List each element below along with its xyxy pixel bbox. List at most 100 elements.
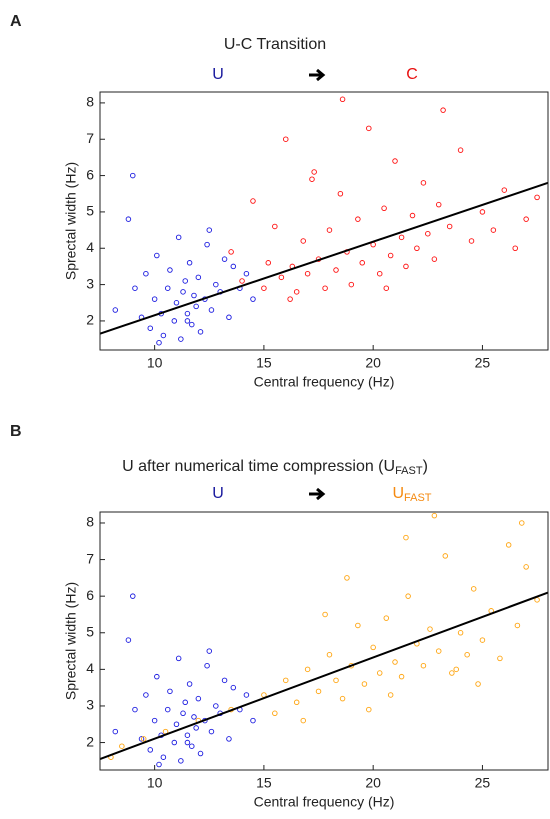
data-point xyxy=(138,736,145,742)
y-tick-label: 3 xyxy=(86,275,94,291)
data-point xyxy=(403,534,409,541)
data-point xyxy=(512,245,518,252)
data-point xyxy=(420,662,427,669)
data-point xyxy=(479,637,486,643)
data-point xyxy=(250,296,256,302)
y-tick-label: 2 xyxy=(86,312,94,328)
data-point xyxy=(143,692,149,698)
data-point xyxy=(147,325,154,331)
y-tick-label: 4 xyxy=(86,660,94,676)
data-point xyxy=(278,274,285,281)
data-point xyxy=(151,296,158,302)
data-point xyxy=(403,263,409,270)
plot-frame xyxy=(99,91,549,351)
data-point xyxy=(339,96,346,103)
data-point xyxy=(409,212,416,219)
data-point xyxy=(457,630,464,636)
data-point xyxy=(213,281,219,288)
data-point xyxy=(479,209,486,215)
data-point xyxy=(435,201,442,208)
data-point xyxy=(300,238,306,244)
x-tick-label: 20 xyxy=(365,355,381,371)
data-point xyxy=(283,136,289,142)
data-point xyxy=(130,593,136,599)
data-point xyxy=(125,637,132,643)
data-point xyxy=(322,285,328,291)
data-point xyxy=(112,307,119,313)
data-point xyxy=(315,688,322,695)
data-point xyxy=(366,706,372,713)
data-point xyxy=(293,289,300,295)
data-point xyxy=(355,216,361,222)
data-point xyxy=(333,267,339,273)
data-point xyxy=(160,332,167,339)
data-point xyxy=(431,512,438,519)
data-point xyxy=(501,187,508,193)
data-point xyxy=(398,234,405,241)
data-point xyxy=(449,670,455,676)
data-point xyxy=(221,677,228,684)
plot-frame xyxy=(99,511,549,771)
data-point xyxy=(287,296,293,302)
data-point xyxy=(182,278,188,284)
legend-name: U xyxy=(212,485,224,502)
data-point xyxy=(470,586,477,592)
data-point xyxy=(361,681,368,687)
data-point xyxy=(497,655,503,662)
data-point xyxy=(195,274,202,281)
data-point xyxy=(206,227,213,233)
legend-label: C xyxy=(406,66,418,83)
data-point xyxy=(186,260,193,266)
data-point xyxy=(392,158,398,164)
data-point xyxy=(250,717,256,724)
data-point xyxy=(197,329,204,335)
data-point xyxy=(344,575,350,581)
legend-name: C xyxy=(406,66,418,83)
data-point xyxy=(197,750,204,757)
legend-name: U xyxy=(212,66,224,83)
data-point xyxy=(228,249,234,255)
data-point xyxy=(184,732,191,738)
data-point xyxy=(505,542,512,548)
title-text: U after numerical time compression (U xyxy=(122,458,395,475)
x-tick-label: 25 xyxy=(475,775,491,791)
y-tick-label: 3 xyxy=(86,697,94,713)
x-tick-label: 25 xyxy=(475,355,491,371)
data-point xyxy=(243,692,250,698)
data-point xyxy=(304,666,311,673)
data-point xyxy=(156,339,162,346)
data-point xyxy=(431,256,438,262)
data-point xyxy=(376,270,383,277)
data-point xyxy=(293,699,300,706)
data-point xyxy=(119,743,125,749)
data-point xyxy=(191,292,197,299)
data-point xyxy=(189,321,195,328)
data-point xyxy=(435,648,442,654)
data-point xyxy=(175,655,182,662)
data-point xyxy=(208,728,215,735)
data-point xyxy=(226,314,232,321)
data-point xyxy=(468,238,475,244)
legend-name: U xyxy=(392,485,404,502)
legend-label: U xyxy=(212,66,224,83)
data-point xyxy=(272,710,278,717)
data-point xyxy=(370,644,376,651)
data-point xyxy=(243,270,250,277)
y-tick-label: 5 xyxy=(86,203,94,219)
x-tick-label: 10 xyxy=(147,355,163,371)
y-tick-label: 7 xyxy=(86,130,94,146)
data-point xyxy=(457,147,464,153)
y-tick-label: 6 xyxy=(86,587,94,603)
data-point xyxy=(173,300,180,306)
legend-label: UFAST xyxy=(392,485,431,504)
data-point xyxy=(339,695,346,702)
data-point xyxy=(140,736,147,742)
data-point xyxy=(366,125,372,132)
data-point xyxy=(519,520,525,526)
data-point xyxy=(178,336,184,342)
data-point xyxy=(193,725,199,731)
fit-line xyxy=(99,181,549,335)
data-point xyxy=(534,194,540,201)
data-point xyxy=(195,695,202,702)
